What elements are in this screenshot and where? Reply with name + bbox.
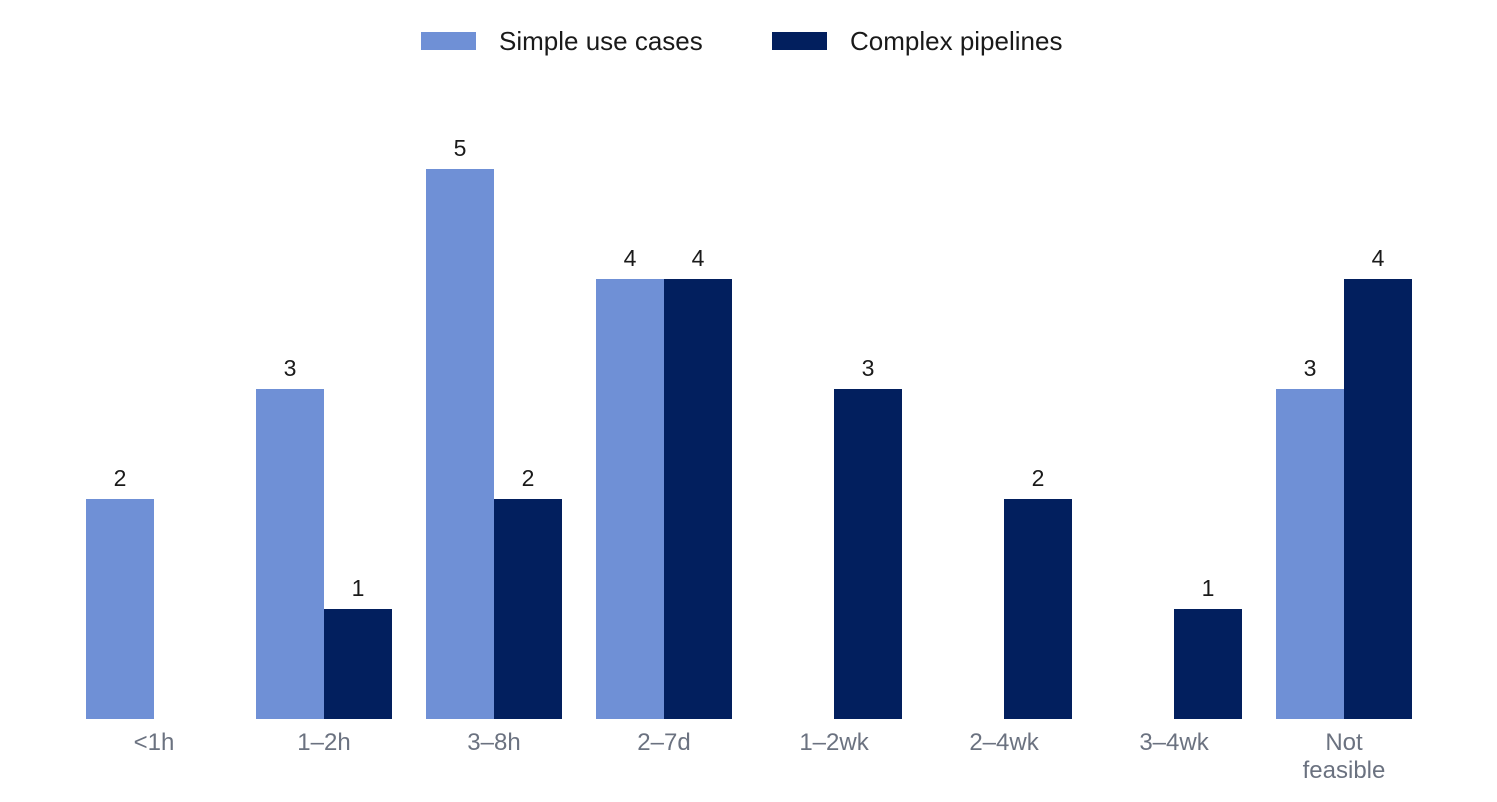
x-tick-label: 2–4wk — [969, 729, 1039, 756]
value-label: 1 — [1202, 575, 1215, 601]
x-axis-tick-labels: <1h 1–2h 3–8h 2–7d 1–2wk 2–4wk 3–4wk Not feasibl… — [134, 729, 1386, 784]
value-label: 1 — [352, 575, 365, 601]
value-label: 2 — [522, 465, 535, 491]
value-label: 4 — [1372, 245, 1385, 271]
bar-simple-2 — [426, 169, 494, 719]
bar-simple-0 — [86, 499, 154, 719]
legend-swatch-simple — [421, 32, 476, 50]
x-tick-label: 1–2h — [297, 729, 350, 756]
bars-layer — [86, 169, 1412, 719]
x-tick-label: 3–4wk — [1139, 729, 1209, 756]
bar-complex-6 — [1174, 609, 1242, 719]
x-tick-label: <1h — [134, 729, 175, 756]
x-tick-label: 2–7d — [637, 729, 690, 756]
legend-swatch-complex — [772, 32, 827, 50]
bar-simple-1 — [256, 389, 324, 719]
bar-simple-3 — [596, 279, 664, 719]
value-label: 2 — [1032, 465, 1045, 491]
bar-complex-1 — [324, 609, 392, 719]
bar-complex-4 — [834, 389, 902, 719]
value-label: 4 — [624, 245, 637, 271]
x-tick-label: Not feasible — [1303, 729, 1386, 784]
value-label: 5 — [454, 135, 467, 161]
legend: Simple use cases Complex pipelines — [421, 26, 1062, 56]
value-label: 4 — [692, 245, 705, 271]
legend-label-complex: Complex pipelines — [850, 26, 1062, 56]
bar-complex-2 — [494, 499, 562, 719]
value-label: 2 — [114, 465, 127, 491]
value-labels-layer: 2 3 5 4 3 1 2 4 3 2 1 4 — [114, 135, 1385, 601]
bar-complex-7 — [1344, 279, 1412, 719]
legend-label-simple: Simple use cases — [499, 26, 703, 56]
value-label: 3 — [862, 355, 875, 381]
bar-complex-5 — [1004, 499, 1072, 719]
x-tick-label: 3–8h — [467, 729, 520, 756]
bar-complex-3 — [664, 279, 732, 719]
bar-simple-7 — [1276, 389, 1344, 719]
value-label: 3 — [284, 355, 297, 381]
x-tick-label: 1–2wk — [799, 729, 869, 756]
value-label: 3 — [1304, 355, 1317, 381]
